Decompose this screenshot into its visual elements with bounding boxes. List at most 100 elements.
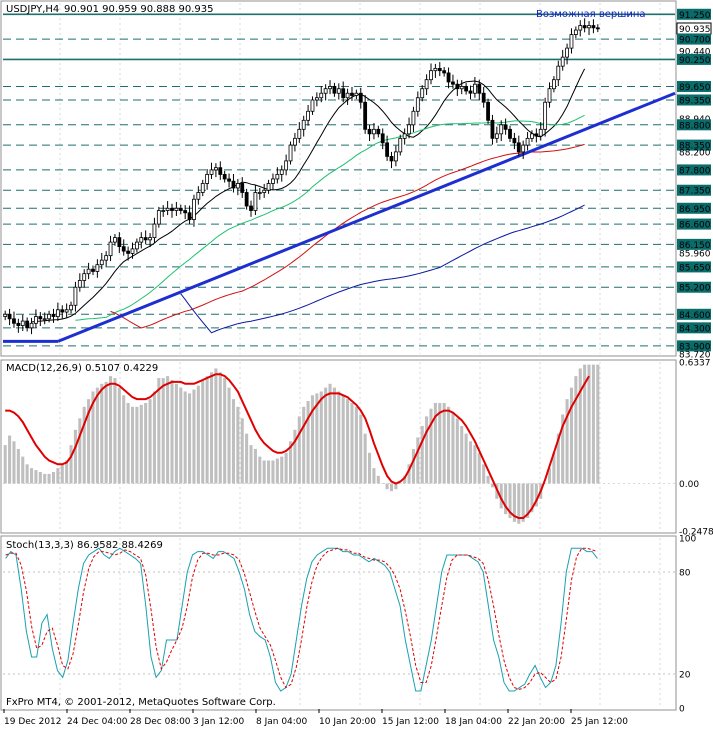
- macd-bar: [411, 448, 415, 484]
- macd-bar: [12, 441, 16, 484]
- candle-body: [402, 133, 407, 139]
- macd-bar: [174, 383, 178, 484]
- candle-body: [306, 110, 310, 121]
- macd-bar: [183, 391, 187, 484]
- price-label-bg: [677, 94, 711, 106]
- macd-bar: [306, 401, 310, 484]
- macd-bar: [569, 387, 574, 484]
- macd-title: MACD(12,26,9) 0.5107 0.4229: [6, 363, 158, 374]
- candle-body: [262, 189, 267, 193]
- stochastic-main-line: [5, 547, 598, 692]
- candle-body: [257, 192, 262, 194]
- macd-bar: [113, 378, 117, 484]
- candle-body: [3, 313, 8, 317]
- macd-bar: [394, 483, 398, 490]
- macd-bar: [403, 475, 407, 484]
- candle-body: [42, 318, 47, 321]
- candle-body: [192, 198, 196, 220]
- macd-bar: [209, 372, 214, 484]
- candle-body: [214, 167, 218, 171]
- macd-bar: [78, 418, 82, 484]
- ma-long-line: [180, 204, 585, 334]
- macd-bar: [69, 445, 73, 484]
- macd-bar: [315, 393, 319, 484]
- macd-bar: [578, 368, 582, 484]
- candle-body: [398, 137, 403, 153]
- macd-bar: [302, 406, 306, 484]
- macd-bar: [214, 368, 218, 484]
- candle-body: [156, 210, 161, 225]
- macd-bar: [267, 460, 271, 484]
- macd-signal-line: [5, 373, 590, 519]
- macd-bar: [3, 445, 7, 484]
- candle-body: [86, 268, 91, 275]
- candle-body: [481, 92, 486, 103]
- price-trendlines: [3, 91, 676, 343]
- macd-tick-label: 0.6337: [679, 359, 711, 369]
- macd-bar: [8, 435, 12, 484]
- candle-body: [279, 169, 284, 175]
- price-level-lines: [3, 13, 675, 347]
- macd-bar: [253, 448, 257, 484]
- price-label-bg: [677, 322, 711, 334]
- price-tick-label: 84.600: [679, 311, 711, 321]
- candle-body: [231, 180, 236, 189]
- candle-body: [389, 155, 394, 162]
- candle-body: [64, 309, 69, 313]
- price-tick-label: 84.300: [679, 324, 711, 334]
- macd-bar: [258, 456, 262, 484]
- macd-signal-path: [5, 373, 590, 519]
- macd-bar: [51, 471, 56, 484]
- macd-panel[interactable]: MACD(12,26,9) 0.5107 0.4229 0.6337 0.00 -0…: [0, 359, 713, 538]
- macd-bar: [442, 402, 446, 484]
- price-label-bg: [677, 139, 711, 151]
- stochastic-grid: [3, 538, 675, 708]
- candle-body: [139, 237, 144, 243]
- macd-bar: [104, 381, 108, 484]
- price-tick-label: 85.200: [679, 284, 711, 294]
- candle-body: [73, 286, 78, 306]
- candle-body: [108, 241, 113, 257]
- candle-body: [350, 92, 354, 96]
- macd-bar: [596, 364, 600, 484]
- candle-body: [565, 47, 569, 58]
- macd-bar: [416, 437, 420, 484]
- macd-bar: [293, 429, 297, 484]
- price-label-bg: [677, 281, 711, 293]
- macd-bar: [100, 383, 104, 484]
- candle-body: [556, 65, 561, 81]
- time-label: 19 Dec 2012: [4, 717, 62, 727]
- candle-body: [104, 255, 109, 261]
- stochastic-panel[interactable]: Stoch(13,3,3) 86.9582 88.4269 FxPro MT4,…: [0, 535, 696, 715]
- candle-body: [578, 25, 583, 31]
- price-label-bg: [677, 33, 711, 45]
- candle-body: [38, 316, 43, 320]
- price-tick-label: 86.600: [679, 221, 711, 231]
- macd-bar: [231, 399, 235, 484]
- price-panel[interactable]: USDJPY,H4 90.901 90.959 90.888 90.935 Во…: [0, 0, 712, 361]
- price-moving-averages: [31, 68, 586, 334]
- macd-bar: [490, 483, 494, 488]
- candle-body: [530, 133, 534, 139]
- candle-body: [591, 25, 596, 29]
- candle-body: [420, 88, 425, 99]
- macd-bar: [354, 406, 358, 484]
- time-label: 22 Jan 20:00: [508, 717, 565, 727]
- macd-bar: [455, 418, 459, 484]
- macd-bar: [556, 433, 560, 484]
- macd-bar: [188, 393, 192, 484]
- stochastic-panel-frame: [0, 535, 677, 711]
- candle-body: [249, 205, 253, 211]
- candle-body: [363, 101, 368, 130]
- candle-body: [91, 268, 95, 272]
- macd-bar: [363, 433, 367, 484]
- macd-bar: [284, 452, 288, 484]
- macd-panel-frame: [0, 359, 677, 534]
- price-label-bg: [677, 261, 711, 273]
- macd-bar: [499, 483, 503, 509]
- macd-bar: [122, 395, 126, 484]
- price-label-bg: [677, 184, 711, 196]
- macd-bar: [310, 395, 315, 484]
